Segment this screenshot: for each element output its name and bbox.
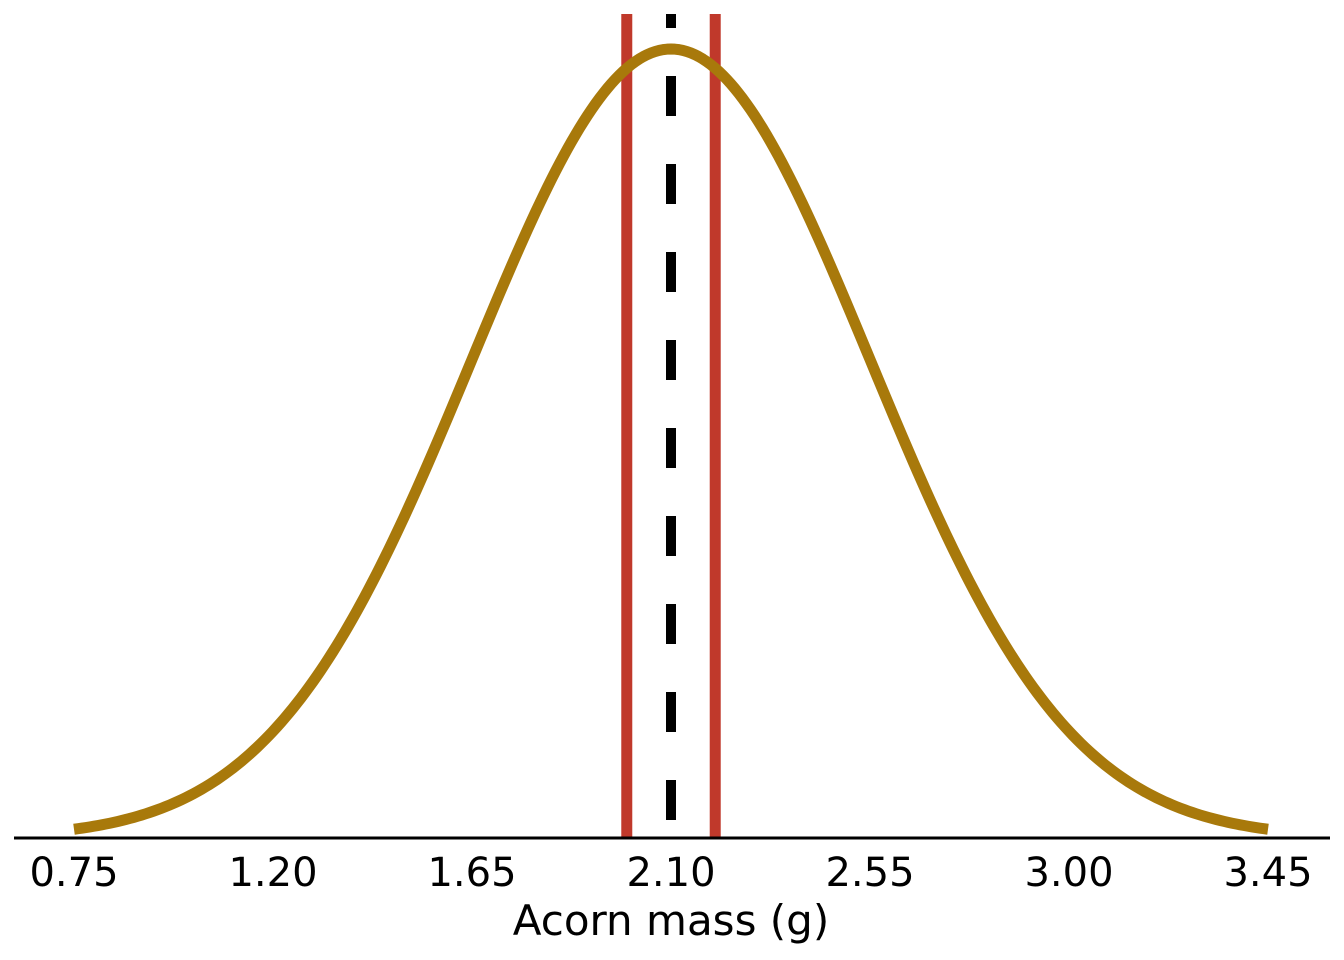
x-tick-label: 1.65 (427, 850, 516, 896)
plot-area (72, 14, 1270, 838)
x-tick-label: 2.55 (825, 850, 914, 896)
x-tick-label: 3.45 (1223, 850, 1312, 896)
x-tick-label: 3.00 (1024, 850, 1113, 896)
x-tick-label: 2.10 (626, 850, 715, 896)
density-curve (72, 43, 1270, 835)
x-axis: 0.75 1.20 1.65 2.10 2.55 3.00 3.45 (14, 836, 1330, 896)
x-axis-title: Acorn mass (g) (513, 896, 829, 945)
x-tick-label: 0.75 (29, 850, 118, 896)
x-tick-labels: 0.75 1.20 1.65 2.10 2.55 3.00 3.45 (29, 850, 1312, 896)
x-tick-label: 1.20 (228, 850, 317, 896)
